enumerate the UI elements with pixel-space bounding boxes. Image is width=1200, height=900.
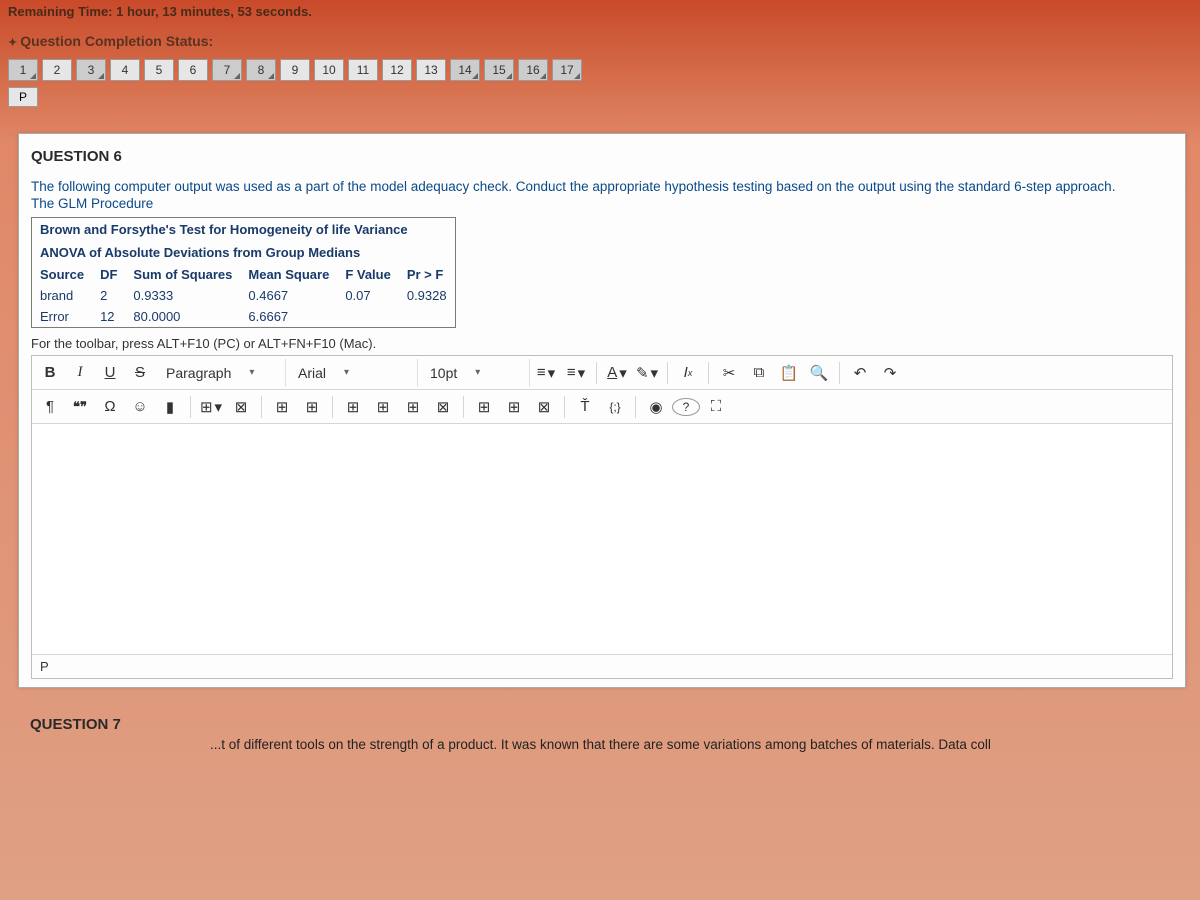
table-op-c-button[interactable]: ⊠ bbox=[530, 393, 558, 421]
anova-cell: brand bbox=[32, 285, 93, 306]
anova-header: F Value bbox=[337, 264, 399, 285]
anova-cell: 12 bbox=[92, 306, 125, 328]
qnav-14[interactable]: 14 bbox=[450, 59, 480, 81]
paragraph-mark-button[interactable]: ¶ bbox=[36, 393, 64, 421]
question-6-subprompt: The GLM Procedure bbox=[31, 196, 1173, 211]
table-col-left-button[interactable]: ⊞ bbox=[339, 393, 367, 421]
table-insert-button[interactable]: ⊞▾ bbox=[197, 393, 225, 421]
fullscreen-button[interactable]: ⛶ bbox=[702, 393, 730, 421]
question-7-title: QUESTION 7 bbox=[30, 716, 1174, 733]
anova-header: Mean Square bbox=[240, 264, 337, 285]
anova-header: Sum of Squares bbox=[125, 264, 240, 285]
anova-header: DF bbox=[92, 264, 125, 285]
editor-path: P bbox=[32, 654, 1172, 678]
clear-format-button[interactable]: Ix bbox=[674, 359, 702, 387]
anova-cell: 0.07 bbox=[337, 285, 399, 306]
qnav-3[interactable]: 3 bbox=[76, 59, 106, 81]
anova-cell: 0.9333 bbox=[125, 285, 240, 306]
anova-cell bbox=[399, 306, 455, 328]
numbered-list-button[interactable]: ≡▾ bbox=[562, 359, 590, 387]
cut-button[interactable]: ✂ bbox=[715, 359, 743, 387]
table-row-below-button[interactable]: ⊞ bbox=[298, 393, 326, 421]
question-nav: 1234567891011121314151617 bbox=[0, 55, 1200, 85]
question-7-fragment: ...t of different tools on the strength … bbox=[30, 737, 1174, 752]
remaining-time: Remaining Time: 1 hour, 13 minutes, 53 s… bbox=[0, 0, 1200, 23]
table-cell-split-button[interactable]: ⊠ bbox=[429, 393, 457, 421]
blockquote-button[interactable]: ❝❞ bbox=[66, 393, 94, 421]
completion-status-label: Question Completion Status: bbox=[0, 23, 1200, 55]
toolbar-row-1: B I U S Paragraph▾ Arial▾ 10pt▾ ≡▾ ≡▾ A▾… bbox=[32, 356, 1172, 390]
text-color-button[interactable]: A▾ bbox=[603, 359, 631, 387]
qnav-5[interactable]: 5 bbox=[144, 59, 174, 81]
anova-caption-1: Brown and Forsythe's Test for Homogeneit… bbox=[32, 218, 456, 242]
question-6-card: QUESTION 6 The following computer output… bbox=[18, 133, 1186, 688]
bookmark-button[interactable]: ▮ bbox=[156, 393, 184, 421]
special-char-button[interactable]: Ω bbox=[96, 393, 124, 421]
anova-cell: 0.9328 bbox=[399, 285, 455, 306]
find-button[interactable]: 🔍 bbox=[805, 359, 833, 387]
table-delete-button[interactable]: ⊠ bbox=[227, 393, 255, 421]
table-row-above-button[interactable]: ⊞ bbox=[268, 393, 296, 421]
bold-button[interactable]: B bbox=[36, 359, 64, 387]
qnav-17[interactable]: 17 bbox=[552, 59, 582, 81]
qnav-8[interactable]: 8 bbox=[246, 59, 276, 81]
italic-button[interactable]: I bbox=[66, 359, 94, 387]
table-op-b-button[interactable]: ⊞ bbox=[500, 393, 528, 421]
anova-cell bbox=[337, 306, 399, 328]
undo-button[interactable]: ↶ bbox=[846, 359, 874, 387]
qnav-16[interactable]: 16 bbox=[518, 59, 548, 81]
anova-header: Source bbox=[32, 264, 93, 285]
table-col-right-button[interactable]: ⊞ bbox=[369, 393, 397, 421]
question-7-preview: QUESTION 7 ...t of different tools on th… bbox=[18, 716, 1186, 752]
font-select[interactable]: Arial▾ bbox=[288, 359, 418, 387]
table-op-a-button[interactable]: ⊞ bbox=[470, 393, 498, 421]
qnav-1[interactable]: 1 bbox=[8, 59, 38, 81]
qnav-2[interactable]: 2 bbox=[42, 59, 72, 81]
qnav-9[interactable]: 9 bbox=[280, 59, 310, 81]
editor-textarea[interactable] bbox=[32, 424, 1172, 654]
toolbar-row-2: ¶ ❝❞ Ω ☺ ▮ ⊞▾ ⊠ ⊞ ⊞ ⊞ ⊞ ⊞ ⊠ ⊞ ⊞ ⊠ Ť {;} … bbox=[32, 390, 1172, 424]
qnav-7[interactable]: 7 bbox=[212, 59, 242, 81]
qnav-15[interactable]: 15 bbox=[484, 59, 514, 81]
accessibility-button[interactable]: Ť bbox=[571, 393, 599, 421]
underline-button[interactable]: U bbox=[96, 359, 124, 387]
anova-cell: 80.0000 bbox=[125, 306, 240, 328]
copy-button[interactable]: ⧉ bbox=[745, 359, 773, 387]
rich-text-editor: B I U S Paragraph▾ Arial▾ 10pt▾ ≡▾ ≡▾ A▾… bbox=[31, 355, 1173, 679]
anova-cell: 6.6667 bbox=[240, 306, 337, 328]
anova-cell: 2 bbox=[92, 285, 125, 306]
qnav-4[interactable]: 4 bbox=[110, 59, 140, 81]
anova-cell: 0.4667 bbox=[240, 285, 337, 306]
paste-button[interactable]: 📋 bbox=[775, 359, 803, 387]
qnav-6[interactable]: 6 bbox=[178, 59, 208, 81]
anova-cell: Error bbox=[32, 306, 93, 328]
codesample-button[interactable]: {;} bbox=[601, 393, 629, 421]
emoji-button[interactable]: ☺ bbox=[126, 393, 154, 421]
strike-button[interactable]: S bbox=[126, 359, 154, 387]
help-button[interactable]: ? bbox=[672, 398, 700, 416]
question-6-title: QUESTION 6 bbox=[31, 148, 1173, 165]
qnav-13[interactable]: 13 bbox=[416, 59, 446, 81]
anova-table: Brown and Forsythe's Test for Homogeneit… bbox=[31, 217, 456, 328]
record-button[interactable]: ◉ bbox=[642, 393, 670, 421]
anova-header: Pr > F bbox=[399, 264, 455, 285]
size-select[interactable]: 10pt▾ bbox=[420, 359, 530, 387]
table-cell-merge-button[interactable]: ⊞ bbox=[399, 393, 427, 421]
bullet-list-button[interactable]: ≡▾ bbox=[532, 359, 560, 387]
qnav-10[interactable]: 10 bbox=[314, 59, 344, 81]
qnav-12[interactable]: 12 bbox=[382, 59, 412, 81]
redo-button[interactable]: ↷ bbox=[876, 359, 904, 387]
toolbar-hint: For the toolbar, press ALT+F10 (PC) or A… bbox=[31, 336, 1173, 351]
anova-caption-2: ANOVA of Absolute Deviations from Group … bbox=[32, 241, 456, 264]
highlight-button[interactable]: ✎▾ bbox=[633, 359, 661, 387]
qnav-11[interactable]: 11 bbox=[348, 59, 378, 81]
format-select[interactable]: Paragraph▾ bbox=[156, 359, 286, 387]
points-box: P bbox=[8, 87, 38, 107]
question-6-prompt: The following computer output was used a… bbox=[31, 179, 1173, 194]
